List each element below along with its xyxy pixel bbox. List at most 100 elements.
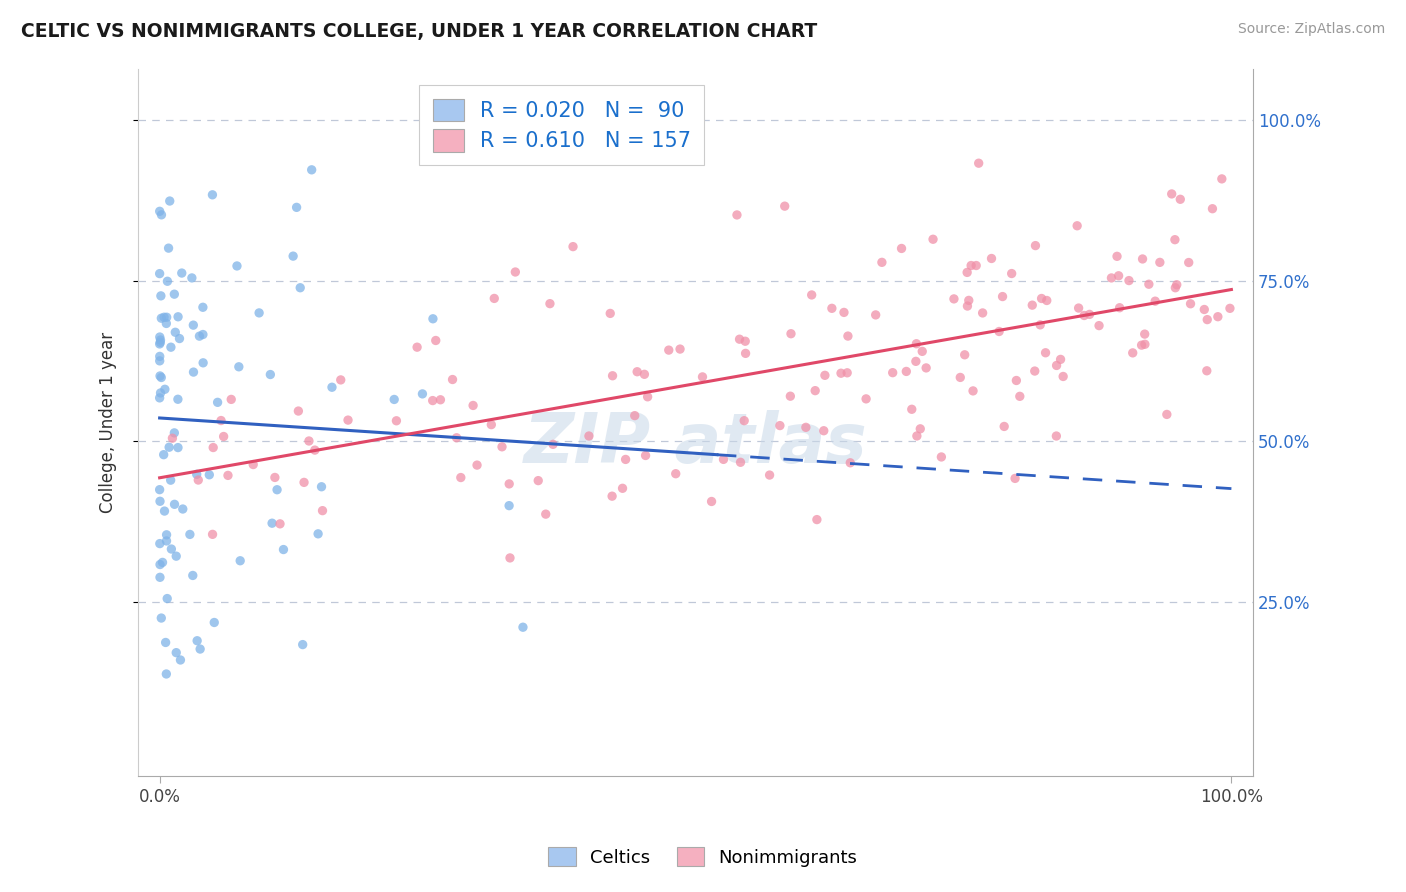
Point bbox=[163, 497, 186, 511]
Point bbox=[953, 348, 976, 362]
Point bbox=[167, 392, 190, 407]
Point bbox=[1194, 302, 1216, 317]
Point bbox=[321, 380, 343, 394]
Point bbox=[291, 638, 314, 652]
Point bbox=[149, 558, 172, 572]
Point bbox=[1035, 345, 1057, 359]
Point bbox=[1195, 364, 1218, 378]
Point bbox=[422, 311, 444, 326]
Point bbox=[259, 368, 281, 382]
Point bbox=[1008, 389, 1031, 403]
Point bbox=[149, 330, 172, 344]
Point bbox=[890, 242, 912, 256]
Point bbox=[658, 343, 681, 357]
Point bbox=[600, 489, 623, 503]
Point bbox=[988, 325, 1011, 339]
Point bbox=[1024, 364, 1046, 378]
Point bbox=[578, 429, 600, 443]
Point bbox=[169, 653, 191, 667]
Point bbox=[949, 370, 972, 384]
Point bbox=[163, 287, 186, 301]
Point bbox=[1160, 186, 1182, 201]
Point bbox=[201, 187, 224, 202]
Point bbox=[904, 354, 927, 368]
Point bbox=[292, 475, 315, 490]
Point bbox=[1219, 301, 1241, 316]
Point bbox=[1133, 327, 1156, 342]
Point bbox=[202, 615, 225, 630]
Point bbox=[614, 452, 637, 467]
Point bbox=[298, 434, 321, 448]
Point bbox=[155, 667, 177, 681]
Point bbox=[207, 395, 229, 409]
Point bbox=[725, 208, 748, 222]
Point bbox=[911, 344, 934, 359]
Point bbox=[538, 296, 561, 310]
Point bbox=[900, 402, 922, 417]
Point bbox=[832, 305, 855, 319]
Point bbox=[201, 527, 224, 541]
Point bbox=[769, 418, 792, 433]
Point bbox=[915, 360, 938, 375]
Point bbox=[905, 336, 928, 351]
Point bbox=[441, 372, 464, 386]
Point bbox=[1108, 268, 1130, 283]
Point bbox=[167, 441, 190, 455]
Point bbox=[728, 332, 751, 346]
Point bbox=[734, 346, 756, 360]
Point bbox=[733, 414, 755, 428]
Point bbox=[155, 317, 177, 331]
Point bbox=[1105, 249, 1128, 263]
Point bbox=[385, 414, 408, 428]
Point bbox=[626, 365, 648, 379]
Point bbox=[599, 306, 621, 320]
Text: ZIP atlas: ZIP atlas bbox=[523, 410, 868, 477]
Point bbox=[1024, 238, 1046, 252]
Point bbox=[1045, 359, 1067, 373]
Point bbox=[1130, 338, 1153, 352]
Point bbox=[837, 329, 859, 343]
Point bbox=[1004, 471, 1026, 485]
Point bbox=[491, 440, 513, 454]
Point bbox=[1156, 408, 1178, 422]
Point bbox=[794, 420, 817, 434]
Text: Source: ZipAtlas.com: Source: ZipAtlas.com bbox=[1237, 22, 1385, 37]
Point bbox=[149, 483, 172, 497]
Point bbox=[149, 267, 172, 281]
Point bbox=[498, 499, 520, 513]
Point bbox=[499, 550, 522, 565]
Point bbox=[1031, 292, 1053, 306]
Point bbox=[170, 266, 193, 280]
Point bbox=[1021, 298, 1043, 312]
Point bbox=[1164, 233, 1187, 247]
Point bbox=[149, 354, 172, 368]
Point bbox=[219, 392, 242, 407]
Point bbox=[1180, 297, 1202, 311]
Point bbox=[212, 429, 235, 443]
Point bbox=[149, 204, 172, 219]
Point bbox=[149, 289, 172, 303]
Point bbox=[730, 455, 752, 469]
Point bbox=[637, 390, 659, 404]
Point bbox=[562, 239, 585, 253]
Point bbox=[411, 387, 433, 401]
Point bbox=[1073, 309, 1095, 323]
Point bbox=[155, 533, 177, 548]
Point bbox=[1197, 312, 1219, 326]
Point bbox=[957, 293, 980, 308]
Point bbox=[311, 480, 333, 494]
Point bbox=[264, 470, 287, 484]
Point bbox=[159, 194, 181, 208]
Point bbox=[290, 281, 312, 295]
Point bbox=[1067, 301, 1090, 315]
Point bbox=[329, 373, 352, 387]
Point bbox=[1206, 310, 1229, 324]
Point bbox=[162, 431, 184, 445]
Point bbox=[734, 334, 756, 349]
Point bbox=[991, 289, 1014, 303]
Point bbox=[150, 370, 173, 384]
Point bbox=[152, 555, 174, 569]
Point bbox=[188, 329, 211, 343]
Point bbox=[422, 393, 444, 408]
Point bbox=[311, 503, 333, 517]
